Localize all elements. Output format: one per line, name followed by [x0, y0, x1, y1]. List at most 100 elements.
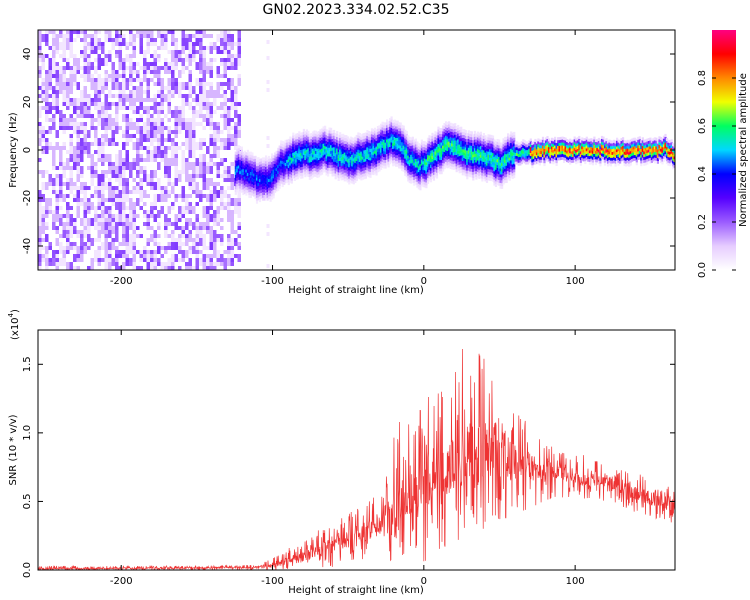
spectrogram-ridge-cell: [360, 177, 363, 181]
spectrogram-noise-cell: [38, 30, 42, 34]
spectrogram-ridge-cell: [504, 171, 507, 175]
spectrogram-ridge-cell: [271, 187, 274, 191]
spectrogram-ridge-cell: [354, 171, 357, 175]
spectrogram-ridge-cell: [417, 160, 420, 164]
spectrogram-noise-cell: [181, 234, 185, 238]
spectrogram-noise-cell: [206, 266, 210, 270]
spectrogram-ridge-cell: [295, 150, 298, 154]
spectrogram-ridge-cell: [422, 164, 425, 168]
spectrogram-ridge-cell: [363, 173, 366, 177]
spectrogram-noise-cell: [52, 158, 56, 162]
spectrogram-ridge-cell: [260, 172, 263, 176]
spectrogram-ridge-cell: [511, 135, 514, 139]
spectrogram-ridge-cell: [286, 171, 289, 175]
spectrogram-ridge-cell: [437, 132, 440, 136]
spectrogram-ridge-cell: [334, 156, 337, 160]
spectrogram-ridge-cell: [428, 138, 431, 142]
spectrogram-noise-cell: [136, 174, 140, 178]
spectrogram-ridge-cell: [414, 141, 417, 145]
spectrogram-noise-cell: [38, 94, 42, 98]
spectrogram-noise-cell: [230, 162, 234, 166]
spectrogram-noise-cell: [101, 202, 105, 206]
spectrogram-ridge-cell: [396, 132, 399, 136]
spectrogram-ridge-cell: [505, 171, 508, 175]
spectrogram-ridge-cell: [358, 164, 361, 168]
spectrogram-ridge-cell: [410, 143, 413, 147]
spectrogram-noise-cell: [87, 206, 91, 210]
spectrogram-ridge-cell: [263, 157, 266, 161]
spectrogram-noise-cell: [59, 174, 63, 182]
spectrogram-noise-cell: [66, 86, 70, 90]
spectrogram-ridge-cell: [369, 157, 372, 161]
spectrogram-ridge-cell: [498, 165, 501, 169]
spectrogram-ridge-cell: [265, 195, 268, 199]
spectrogram-ridge-cell: [460, 169, 463, 173]
spectrogram-noise-cell: [213, 42, 217, 50]
spectrogram-ridge-cell: [473, 174, 476, 178]
spectrogram-ridge-cell: [413, 174, 416, 178]
spectrogram-noise-cell: [164, 198, 168, 202]
spectrogram-ridge-cell: [237, 171, 240, 175]
spectrogram-ridge-cell: [514, 152, 517, 156]
spectrogram-noise-cell: [66, 194, 70, 198]
spectrogram-noise-cell: [143, 254, 147, 258]
spectrogram-noise-cell: [87, 186, 91, 190]
spectrogram-ridge-cell: [345, 169, 348, 173]
spectrogram-noise-cell: [115, 106, 119, 114]
spectrogram-noise-cell: [69, 114, 73, 118]
spectrogram-ridge-cell: [269, 184, 272, 188]
spectrogram-ridge-cell: [328, 170, 331, 174]
spectrogram-ridge-cell: [339, 169, 342, 173]
spectrogram-ridge-cell: [310, 173, 313, 177]
spectrogram-noise-cell: [216, 106, 220, 110]
spectrogram-ridge-cell: [351, 172, 354, 175]
spectrogram-noise-cell: [139, 134, 143, 142]
spectrogram-ridge-cell: [499, 168, 502, 172]
spectrogram-ridge-cell: [283, 141, 286, 145]
spectrogram-noise-cell: [104, 94, 108, 102]
spectrogram-noise-cell: [230, 58, 234, 62]
spectrogram-ridge-cell: [310, 144, 313, 148]
spectrogram-ridge-cell: [242, 177, 245, 181]
spectrogram-noise-cell: [41, 138, 45, 142]
spectrogram-noise-cell: [167, 50, 171, 54]
spectrogram-noise-cell: [160, 158, 164, 162]
spectrogram-noise-cell: [125, 118, 129, 122]
spectrogram-ridge-cell: [408, 151, 411, 155]
spectrogram-ridge-cell: [419, 178, 422, 182]
spectrogram-noise-cell: [111, 46, 115, 50]
spectrogram-noise-cell: [52, 186, 56, 190]
spectrogram-noise-cell: [129, 190, 133, 194]
spectrogram-ridge-cell: [310, 150, 313, 154]
spectrogram-ridge-cell: [252, 193, 256, 197]
spectrogram-ridge-cell: [375, 137, 378, 141]
spectrogram-noise-cell: [104, 58, 108, 66]
spectrogram-ridge-cell: [491, 147, 495, 151]
spectrogram-ridge-cell: [337, 140, 340, 144]
spectrogram-ridge-cell: [410, 154, 413, 158]
spectrogram-ridge-cell: [517, 157, 520, 160]
spectrogram-ridge-cell: [281, 181, 284, 185]
spectrogram-noise-cell: [87, 106, 91, 110]
spectrogram-ridge-cell: [258, 164, 262, 168]
spectrogram-ridge-cell: [334, 141, 337, 145]
spectrogram-ridge-cell: [490, 143, 493, 147]
spectrogram-ridge-cell: [239, 156, 242, 160]
spectrogram-ridge-cell: [358, 138, 361, 142]
spectrogram-ridge-cell: [327, 161, 330, 165]
spectrogram-noise-cell: [38, 254, 42, 262]
spectrogram-ridge-cell: [298, 160, 301, 163]
spectrogram-noise-cell: [94, 46, 98, 54]
spectrogram-ridge-cell: [240, 158, 243, 162]
spectrogram-noise-cell: [111, 102, 115, 106]
spectrogram-ridge-cell: [316, 140, 319, 144]
spectrogram-noise-cell: [94, 190, 98, 194]
spectrogram-ridge-cell: [240, 161, 243, 164]
spectrogram-noise-cell: [69, 222, 73, 226]
spectrogram-noise-cell: [188, 122, 192, 130]
spectrogram-noise-cell: [202, 226, 206, 230]
spectrogram-noise-cell: [171, 206, 175, 210]
spectrogram-ridge-cell: [383, 133, 386, 137]
spectrogram-noise-cell: [104, 86, 108, 90]
spectrogram-ridge-cell: [528, 140, 531, 143]
